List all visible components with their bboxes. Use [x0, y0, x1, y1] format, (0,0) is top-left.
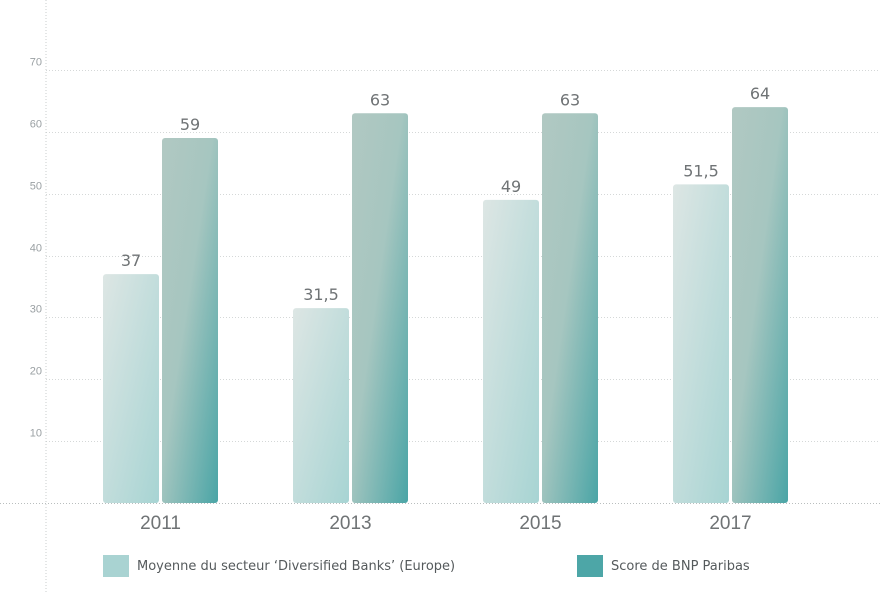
- data-labels: 37 59 2011 31,5 63 2013 49 63 2015 51,5 64 2017: [121, 84, 770, 534]
- x-tick-label-2011: 2011: [140, 513, 181, 534]
- legend-label-series-1: Moyenne du secteur ‘Diversified Banks’ (…: [137, 558, 456, 574]
- bar-series-1-2017: [673, 184, 729, 503]
- data-label-series-2-2017: 64: [750, 84, 770, 103]
- y-tick-label: 10: [30, 428, 42, 440]
- legend-swatch-series-2: [577, 555, 603, 577]
- y-tick-label: 70: [30, 57, 42, 69]
- legend-item-series-2: Score de BNP Paribas: [577, 555, 750, 577]
- data-label-series-1-2015: 49: [501, 177, 521, 196]
- data-label-series-1-2013: 31,5: [303, 285, 339, 304]
- x-tick-label-2017: 2017: [709, 513, 751, 534]
- bar-series-1-2015: [483, 199, 539, 503]
- y-tick-label: 20: [30, 366, 42, 378]
- data-label-series-1-2017: 51,5: [683, 161, 719, 180]
- data-label-series-2-2013: 63: [370, 90, 390, 109]
- bar-series-2-2011: [162, 138, 218, 504]
- bar-series-1-2013: [293, 308, 349, 503]
- legend-item-series-1: Moyenne du secteur ‘Diversified Banks’ (…: [103, 555, 455, 577]
- data-label-series-2-2011: 59: [180, 115, 200, 134]
- data-label-series-2-2015: 63: [560, 90, 580, 109]
- y-tick-label: 40: [30, 243, 42, 255]
- bars: [103, 107, 788, 504]
- bar-series-2-2013: [352, 113, 408, 504]
- bar-series-2-2015: [542, 113, 598, 504]
- y-tick-label: 30: [30, 304, 42, 316]
- bar-series-1-2011: [103, 274, 159, 503]
- y-tick-label: 50: [30, 181, 42, 193]
- y-tick-label: 60: [30, 119, 42, 131]
- legend-label-series-2: Score de BNP Paribas: [611, 558, 750, 574]
- bar-series-2-2017: [732, 107, 788, 503]
- x-tick-label-2013: 2013: [329, 513, 371, 534]
- legend-swatch-series-1: [103, 555, 129, 577]
- data-label-series-1-2011: 37: [121, 251, 141, 270]
- x-tick-label-2015: 2015: [519, 513, 561, 534]
